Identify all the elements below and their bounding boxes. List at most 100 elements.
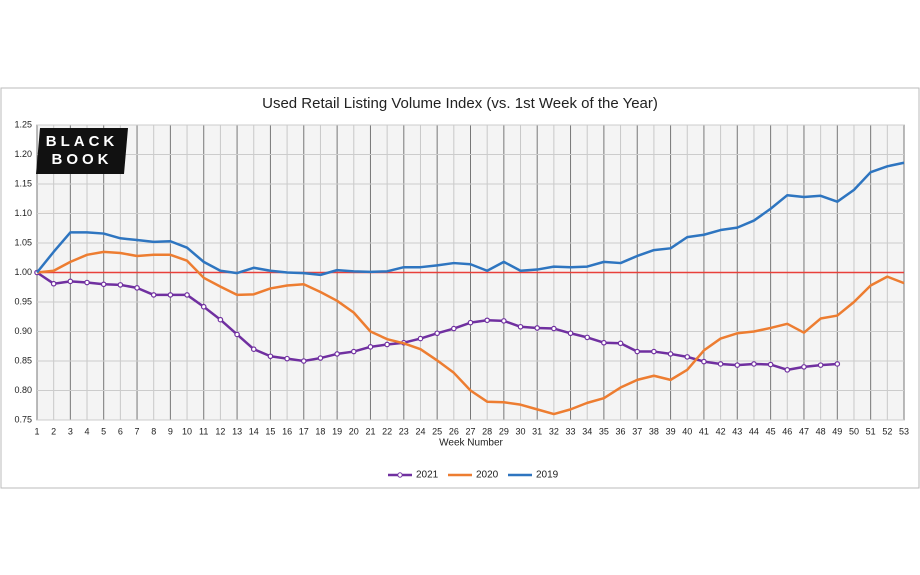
y-tick-label: 0.85: [14, 355, 32, 365]
legend-label: 2021: [416, 470, 439, 481]
x-tick-label: 21: [365, 426, 375, 436]
x-tick-label: 37: [632, 426, 642, 436]
logo-text: BOOK: [52, 151, 113, 168]
logo-text: BLACK: [46, 133, 119, 150]
y-tick-label: 1.00: [14, 267, 32, 277]
y-tick-label: 0.95: [14, 296, 32, 306]
data-point: [217, 316, 224, 323]
legend-marker: [397, 472, 403, 478]
data-point: [801, 364, 807, 370]
data-point: [267, 353, 274, 360]
series-line: [36, 161, 905, 277]
x-tick-label: 22: [382, 426, 392, 436]
data-point: [84, 279, 90, 286]
data-point: [784, 367, 791, 373]
data-point: [534, 325, 540, 331]
x-tick-label: 3: [68, 426, 73, 436]
data-point: [134, 285, 140, 291]
x-tick-label: 28: [482, 426, 492, 436]
x-tick-label: 9: [168, 426, 173, 436]
data-point: [701, 358, 707, 365]
data-point: [734, 362, 741, 368]
x-tick-label: 48: [816, 426, 826, 436]
x-tick-label: 45: [766, 426, 776, 436]
x-tick-label: 33: [566, 426, 576, 436]
x-tick-label: 44: [749, 426, 759, 436]
logo-badge: [36, 128, 128, 174]
x-tick-label: 41: [699, 426, 709, 436]
x-tick-label: 49: [832, 426, 842, 436]
x-tick-label: 40: [682, 426, 692, 436]
data-point: [167, 292, 174, 298]
data-point: [117, 282, 124, 288]
x-tick-label: 2: [51, 426, 56, 436]
x-tick-label: 31: [532, 426, 542, 436]
x-tick-label: 4: [85, 426, 90, 436]
data-point: [50, 280, 57, 287]
x-tick-label: 51: [866, 426, 876, 436]
x-tick-label: 35: [599, 426, 609, 436]
data-point: [334, 351, 340, 357]
data-point: [67, 278, 74, 285]
x-tick-label: 16: [282, 426, 292, 436]
x-tick-label: 5: [101, 426, 106, 436]
x-tick-label: 19: [332, 426, 342, 436]
x-tick-label: 6: [118, 426, 123, 436]
data-point: [551, 325, 557, 332]
data-point: [567, 330, 574, 337]
y-tick-label: 1.25: [14, 119, 32, 129]
chart-title: Used Retail Listing Volume Index (vs. 1s…: [262, 95, 658, 112]
x-tick-label: 39: [666, 426, 676, 436]
data-point: [767, 361, 774, 368]
x-tick-label: 32: [549, 426, 559, 436]
data-point: [717, 361, 724, 367]
legend-label: 2019: [536, 470, 559, 481]
data-point: [350, 348, 357, 355]
x-tick-label: 17: [299, 426, 309, 436]
x-tick-label: 18: [315, 426, 325, 436]
x-axis-label: Week Number: [439, 438, 503, 449]
y-tick-label: 1.05: [14, 237, 32, 247]
x-tick-label: 7: [135, 426, 140, 436]
x-tick-label: 11: [199, 426, 208, 436]
data-point: [634, 348, 641, 355]
y-tick-label: 0.75: [14, 414, 32, 424]
data-point: [651, 348, 657, 355]
data-point: [484, 317, 490, 324]
x-tick-label: 50: [849, 426, 859, 436]
data-point: [817, 362, 824, 368]
data-point: [434, 330, 440, 337]
x-tick-label: 1: [34, 426, 39, 436]
x-tick-label: 36: [616, 426, 626, 436]
y-tick-label: 1.10: [14, 208, 32, 218]
data-point: [617, 340, 624, 347]
x-tick-label: 12: [215, 426, 225, 436]
x-tick-label: 52: [882, 426, 892, 436]
x-tick-label: 14: [249, 426, 259, 436]
x-tick-label: 42: [716, 426, 726, 436]
data-point: [601, 339, 607, 346]
y-tick-label: 0.90: [14, 326, 32, 336]
data-point: [300, 358, 307, 364]
data-point: [417, 335, 424, 342]
x-tick-label: 30: [516, 426, 526, 436]
x-tick-label: 38: [649, 426, 659, 436]
x-tick-label: 23: [399, 426, 409, 436]
x-tick-label: 25: [432, 426, 442, 436]
x-tick-label: 53: [899, 426, 909, 436]
data-point: [367, 344, 374, 350]
data-point: [751, 361, 757, 367]
data-point: [384, 341, 390, 348]
data-point: [184, 292, 190, 298]
x-tick-label: 26: [449, 426, 459, 436]
x-tick-label: 10: [182, 426, 192, 436]
data-point: [517, 323, 524, 330]
x-tick-label: 43: [732, 426, 742, 436]
data-point: [667, 351, 674, 357]
y-tick-label: 1.15: [14, 178, 32, 188]
x-tick-label: 13: [232, 426, 242, 436]
data-point: [834, 361, 841, 367]
data-point: [467, 319, 474, 326]
